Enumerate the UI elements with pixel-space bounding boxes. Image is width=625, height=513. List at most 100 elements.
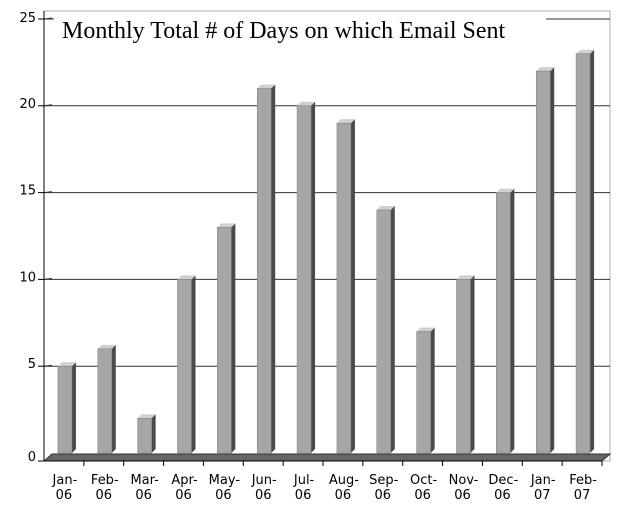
bar-side xyxy=(191,275,196,453)
bar-top xyxy=(456,275,475,280)
x-tick-label: Jan- xyxy=(52,473,78,488)
plot-area xyxy=(43,10,611,462)
bar-front xyxy=(416,331,431,454)
bar-side xyxy=(151,414,156,453)
bar-side xyxy=(550,67,555,453)
x-tick-label: 07 xyxy=(534,488,551,503)
bar-front xyxy=(137,418,152,454)
y-tick-label: 5 xyxy=(28,357,36,372)
x-tick-label: 06 xyxy=(335,488,352,503)
bar-side xyxy=(470,275,475,453)
floor-plane xyxy=(42,453,612,462)
bar xyxy=(535,67,555,454)
x-tick-label: 06 xyxy=(175,488,192,503)
bar-top xyxy=(97,344,116,349)
bar-front xyxy=(57,365,73,454)
bar-side xyxy=(590,49,595,453)
y-tick-label: 10 xyxy=(19,270,36,285)
bar-top xyxy=(137,414,156,419)
bar-front xyxy=(256,88,272,454)
x-tick-label: Oct- xyxy=(410,473,437,488)
x-tick-label: 06 xyxy=(56,488,73,503)
bar-top xyxy=(376,205,395,210)
bar xyxy=(296,101,316,454)
bar-top xyxy=(57,362,76,367)
bar xyxy=(456,275,475,454)
bar-side xyxy=(111,344,116,453)
bar xyxy=(177,275,196,454)
bar-front xyxy=(336,122,352,454)
bar xyxy=(137,414,156,454)
bar-front xyxy=(217,227,232,454)
x-tick-label: Dec- xyxy=(488,473,518,488)
x-tick-label: Jun- xyxy=(251,473,277,488)
bar-top xyxy=(177,275,196,280)
bar-side xyxy=(350,119,355,453)
x-tick-label: 07 xyxy=(574,488,591,503)
bar xyxy=(496,188,515,454)
bar xyxy=(376,205,395,454)
y-tick-label: 25 xyxy=(19,11,36,26)
bar-top xyxy=(536,67,555,72)
x-tick-label: 06 xyxy=(135,488,152,503)
x-tick-label: 06 xyxy=(255,488,272,503)
x-tick-label: Apr- xyxy=(171,473,198,488)
bar xyxy=(336,119,355,454)
bar-side xyxy=(390,205,395,453)
title-background xyxy=(54,12,546,44)
bar-side xyxy=(311,101,316,454)
bar-top xyxy=(416,327,435,332)
x-tick-label: 06 xyxy=(295,488,312,503)
bar xyxy=(575,49,595,454)
bar-top xyxy=(576,49,595,54)
x-tick-label: Mar- xyxy=(130,473,159,488)
bar-top xyxy=(297,101,316,106)
bar xyxy=(256,84,276,454)
bar-front xyxy=(296,105,312,454)
x-tick-label: Jan- xyxy=(530,473,556,488)
bar-side xyxy=(510,188,515,453)
x-tick-label: 06 xyxy=(96,488,113,503)
bar-side xyxy=(430,327,435,453)
bar-front xyxy=(456,279,471,454)
bar-top xyxy=(217,223,236,228)
bar-top xyxy=(336,119,355,124)
y-tick-label: 20 xyxy=(19,97,36,112)
y-tick-label: 0 xyxy=(28,450,36,465)
x-axis: Jan-06Feb-06Mar-06Apr-06May-06Jun-06Jul-… xyxy=(44,460,603,503)
x-tick-label: 06 xyxy=(454,488,471,503)
bar-front xyxy=(496,192,511,454)
x-tick-label: 06 xyxy=(414,488,431,503)
bar-front xyxy=(376,209,392,454)
bar xyxy=(97,344,116,454)
x-tick-label: Sep- xyxy=(369,473,399,488)
bar-side xyxy=(231,223,236,453)
x-tick-label: 06 xyxy=(494,488,511,503)
x-tick-label: Jul- xyxy=(293,473,315,488)
x-tick-label: Feb- xyxy=(569,473,597,488)
bar-side xyxy=(71,362,76,453)
x-tick-label: Feb- xyxy=(91,473,119,488)
bars xyxy=(57,49,595,454)
bar-front xyxy=(97,348,113,454)
bar-top xyxy=(257,84,276,89)
x-tick-label: Aug- xyxy=(329,473,359,488)
bar xyxy=(416,327,435,454)
bar-top xyxy=(496,188,515,193)
chart-title: Monthly Total # of Days on which Email S… xyxy=(62,18,506,44)
bar-front xyxy=(575,53,591,454)
bar xyxy=(57,362,76,454)
bar xyxy=(217,223,236,454)
x-tick-label: 06 xyxy=(375,488,392,503)
y-tick-label: 15 xyxy=(19,184,36,199)
bar-front xyxy=(535,70,551,454)
bar-front xyxy=(177,279,192,454)
chart-floor xyxy=(42,453,612,462)
x-tick-label: Nov- xyxy=(449,473,479,488)
x-tick-label: May- xyxy=(209,473,241,488)
y-axis: 0 5 10 15 20 25 xyxy=(19,11,45,465)
bar-side xyxy=(271,84,276,453)
x-tick-label: 06 xyxy=(215,488,232,503)
